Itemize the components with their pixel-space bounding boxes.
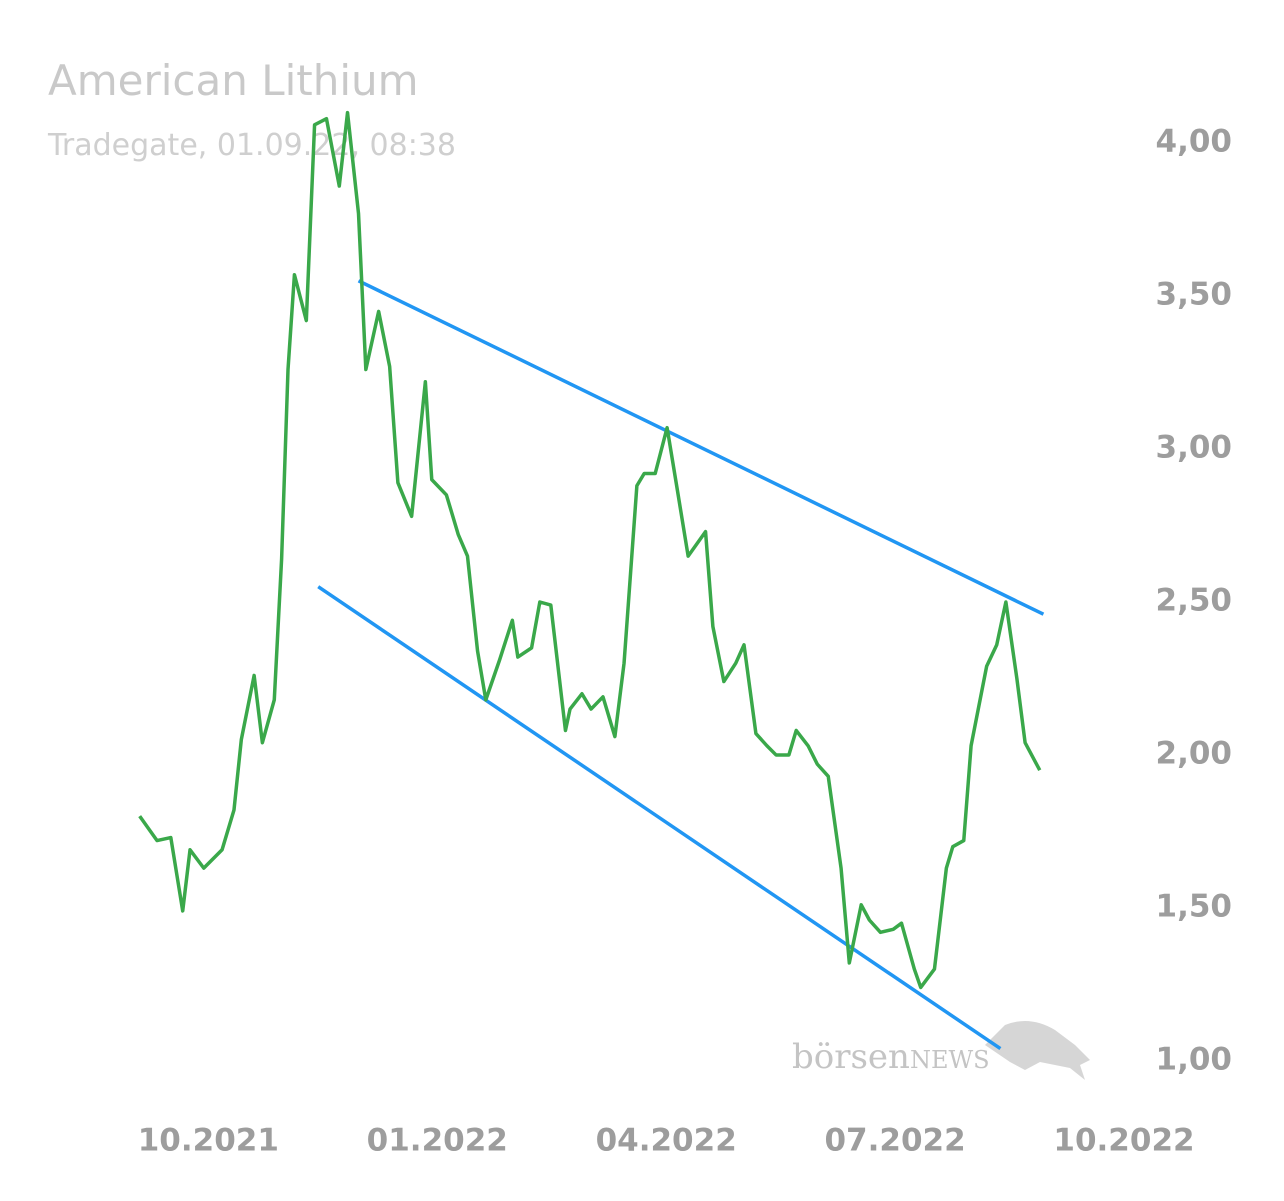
x-tick-label: 10.2021 <box>138 1123 279 1159</box>
watermark-part: NEWS <box>910 1046 990 1074</box>
chart-title: American Lithium <box>48 56 419 105</box>
y-tick-label: 4,00 <box>1156 124 1233 160</box>
x-tick-label: 04.2022 <box>596 1123 737 1159</box>
watermark-text: börsenNEWS <box>792 1037 990 1077</box>
x-tick-label: 10.2022 <box>1053 1123 1194 1159</box>
x-tick-label: 07.2022 <box>824 1123 965 1159</box>
watermark-part: börsen <box>792 1037 910 1077</box>
watermark: börsenNEWS <box>792 1021 1090 1080</box>
price-line <box>138 110 1042 990</box>
y-tick-label: 3,50 <box>1156 277 1233 313</box>
y-tick-label: 3,00 <box>1156 430 1233 466</box>
chart-subtitle: Tradegate, 01.09.22, 08:38 <box>47 128 456 163</box>
trend-line <box>357 279 1045 616</box>
trend-line <box>317 585 1002 1051</box>
bull-icon <box>985 1021 1090 1080</box>
y-tick-label: 1,00 <box>1156 1041 1233 1077</box>
y-tick-label: 1,50 <box>1156 888 1233 924</box>
y-tick-label: 2,50 <box>1156 583 1233 619</box>
y-tick-label: 2,00 <box>1156 735 1233 771</box>
x-tick-label: 01.2022 <box>367 1123 508 1159</box>
